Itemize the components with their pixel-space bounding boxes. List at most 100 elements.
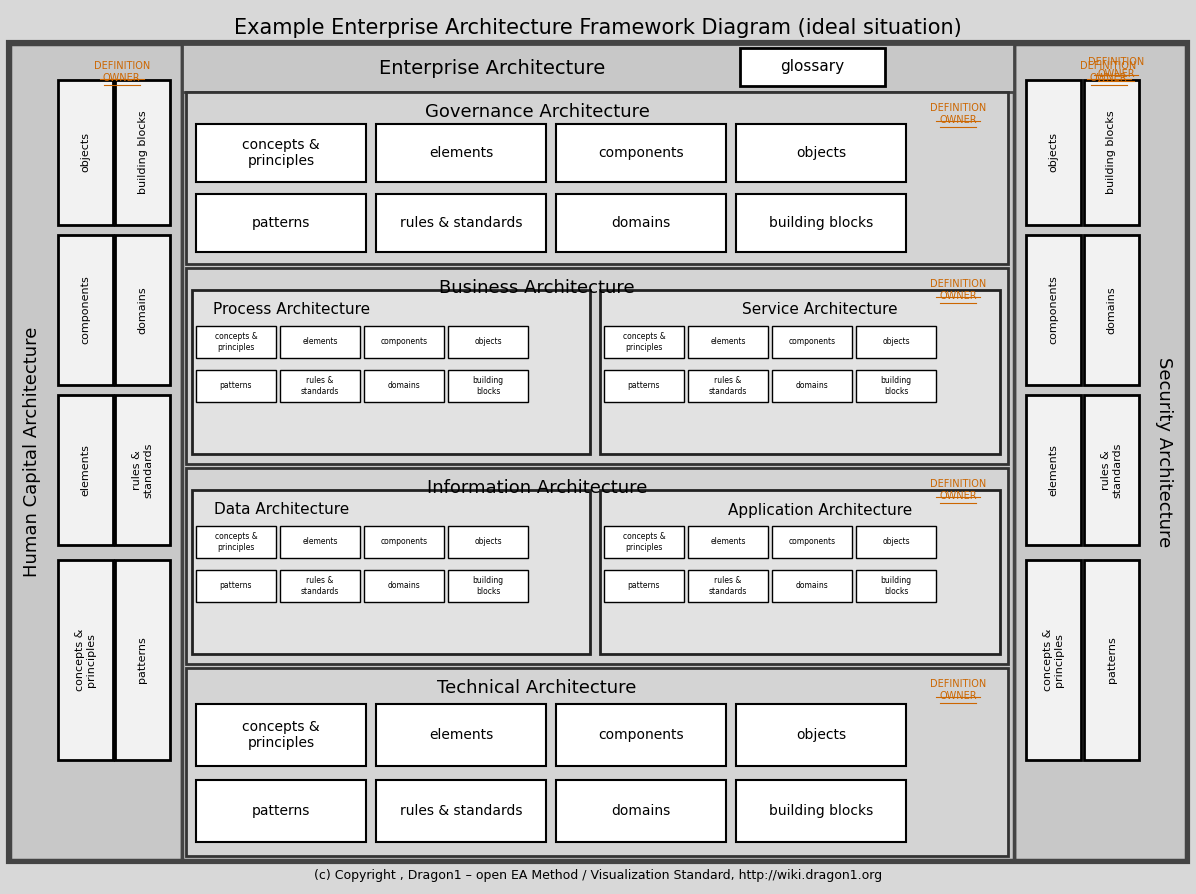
- Bar: [604, 326, 684, 358]
- Bar: [364, 570, 444, 602]
- Bar: [187, 92, 1008, 264]
- Text: elements: elements: [429, 728, 493, 742]
- Text: patterns: patterns: [628, 382, 660, 391]
- Bar: [280, 526, 360, 558]
- Bar: [57, 395, 112, 545]
- Bar: [1026, 395, 1081, 545]
- Bar: [115, 560, 170, 760]
- Bar: [740, 48, 885, 86]
- Bar: [1026, 235, 1081, 385]
- Text: concepts &
principles: concepts & principles: [1043, 628, 1064, 691]
- Bar: [280, 326, 360, 358]
- Bar: [196, 704, 366, 766]
- Text: building
blocks: building blocks: [880, 376, 911, 396]
- Bar: [556, 704, 726, 766]
- Bar: [115, 235, 170, 385]
- Text: domains: domains: [611, 804, 671, 818]
- Text: objects: objects: [80, 132, 91, 172]
- Text: rules &
standards: rules & standards: [1100, 443, 1122, 498]
- Bar: [1084, 560, 1139, 760]
- Bar: [448, 370, 527, 402]
- Text: objects: objects: [1049, 132, 1058, 172]
- Text: components: components: [598, 728, 684, 742]
- Text: building blocks: building blocks: [1106, 110, 1117, 194]
- Text: DEFINITION
OWNER: DEFINITION OWNER: [1080, 61, 1136, 83]
- Bar: [604, 526, 684, 558]
- Bar: [1084, 395, 1139, 545]
- Text: objects: objects: [795, 146, 846, 160]
- Text: elements: elements: [303, 537, 337, 546]
- Bar: [10, 44, 182, 860]
- Bar: [280, 370, 360, 402]
- Bar: [771, 326, 852, 358]
- Text: rules &
standards: rules & standards: [709, 376, 748, 396]
- Text: elements: elements: [710, 338, 746, 347]
- Bar: [182, 44, 1014, 92]
- Bar: [688, 370, 768, 402]
- Text: Information Architecture: Information Architecture: [427, 479, 647, 497]
- Bar: [556, 194, 726, 252]
- Text: components: components: [80, 275, 91, 344]
- Bar: [57, 235, 112, 385]
- Text: Service Architecture: Service Architecture: [743, 302, 898, 317]
- Bar: [736, 194, 907, 252]
- Text: elements: elements: [80, 444, 91, 496]
- Bar: [196, 326, 276, 358]
- Text: rules &
standards: rules & standards: [301, 376, 340, 396]
- Bar: [1084, 80, 1139, 225]
- Bar: [182, 44, 1014, 860]
- Text: concepts &
principles: concepts & principles: [623, 333, 665, 351]
- Text: elements: elements: [710, 537, 746, 546]
- Bar: [187, 468, 1008, 664]
- Text: patterns: patterns: [628, 581, 660, 591]
- Bar: [771, 526, 852, 558]
- Text: patterns: patterns: [1106, 637, 1117, 683]
- Text: concepts &
principles: concepts & principles: [74, 628, 97, 691]
- Bar: [196, 124, 366, 182]
- Text: Process Architecture: Process Architecture: [213, 302, 371, 317]
- Text: building blocks: building blocks: [138, 110, 147, 194]
- Bar: [196, 570, 276, 602]
- Bar: [376, 124, 547, 182]
- Bar: [736, 704, 907, 766]
- Text: objects: objects: [474, 537, 502, 546]
- Text: building
blocks: building blocks: [472, 376, 504, 396]
- Bar: [856, 570, 936, 602]
- Text: patterns: patterns: [220, 382, 252, 391]
- Text: components: components: [380, 338, 427, 347]
- Bar: [1026, 560, 1081, 760]
- Text: components: components: [788, 537, 836, 546]
- Bar: [376, 780, 547, 842]
- Bar: [556, 124, 726, 182]
- Text: DEFINITION
OWNER: DEFINITION OWNER: [929, 679, 987, 701]
- Text: DEFINITION
OWNER: DEFINITION OWNER: [929, 479, 987, 501]
- Bar: [364, 370, 444, 402]
- Text: building
blocks: building blocks: [472, 577, 504, 595]
- Text: Application Architecture: Application Architecture: [728, 502, 913, 518]
- Bar: [1026, 80, 1081, 225]
- Text: concepts &
principles: concepts & principles: [242, 138, 319, 168]
- Text: rules &
standards: rules & standards: [132, 443, 153, 498]
- Text: glossary: glossary: [780, 60, 844, 74]
- Text: Enterprise Architecture: Enterprise Architecture: [379, 58, 605, 78]
- Bar: [771, 370, 852, 402]
- Text: DEFINITION
OWNER: DEFINITION OWNER: [929, 103, 987, 125]
- Bar: [196, 780, 366, 842]
- Text: building blocks: building blocks: [769, 804, 873, 818]
- Bar: [604, 370, 684, 402]
- Bar: [736, 780, 907, 842]
- Bar: [600, 290, 1000, 454]
- Text: building blocks: building blocks: [769, 216, 873, 230]
- Text: patterns: patterns: [220, 581, 252, 591]
- Text: building
blocks: building blocks: [880, 577, 911, 595]
- Text: domains: domains: [795, 581, 829, 591]
- Text: elements: elements: [429, 146, 493, 160]
- Text: concepts &
principles: concepts & principles: [242, 720, 319, 750]
- Bar: [196, 526, 276, 558]
- Bar: [856, 370, 936, 402]
- Bar: [280, 570, 360, 602]
- Text: rules & standards: rules & standards: [399, 216, 523, 230]
- Text: domains: domains: [1106, 286, 1117, 333]
- Bar: [736, 124, 907, 182]
- Bar: [193, 290, 590, 454]
